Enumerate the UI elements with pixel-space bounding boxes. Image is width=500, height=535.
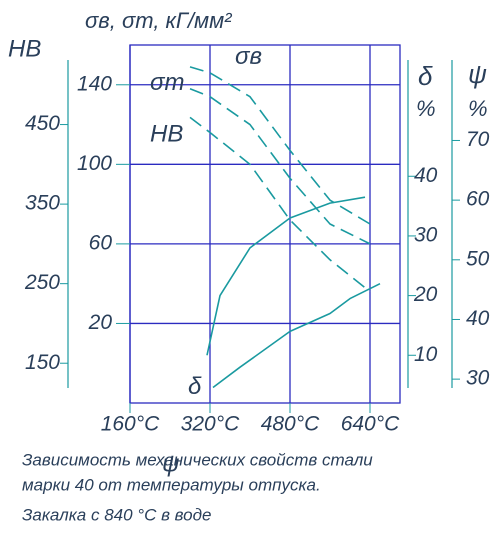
series-label: ψ	[162, 451, 179, 478]
series-label: НВ	[150, 121, 183, 148]
psi-tick-label: 30	[466, 367, 490, 390]
y-tick-label: 140	[77, 72, 112, 95]
delta-tick-label: 10	[414, 343, 438, 366]
series-line	[189, 116, 371, 293]
delta-axis-label: δ	[418, 61, 433, 91]
x-tick-label: 320°С	[181, 413, 240, 436]
psi-tick-label: 70	[466, 128, 490, 151]
caption-line: Закалка с 840 °С в воде	[22, 505, 211, 524]
y-tick-label: 20	[88, 311, 113, 334]
hb-tick-label: 450	[25, 112, 60, 135]
series-line	[206, 196, 366, 356]
hb-axis-label: НВ	[8, 35, 41, 62]
hb-tick-label: 250	[24, 271, 60, 294]
psi-axis-label: ψ	[468, 59, 487, 89]
x-tick-label: 640°С	[341, 413, 400, 436]
series-line	[189, 88, 371, 245]
delta-tick-label: 20	[413, 283, 438, 306]
delta-tick-label: 30	[414, 223, 438, 246]
psi-tick-label: 60	[466, 188, 490, 211]
chart-title: σв, σт, кГ/мм²	[85, 8, 232, 33]
series-label: σт	[150, 69, 184, 96]
psi-axis-unit: %	[468, 96, 488, 121]
x-tick-label: 480°С	[261, 413, 320, 436]
series-label: δ	[188, 373, 202, 400]
delta-tick-label: 40	[414, 164, 438, 187]
psi-tick-label: 40	[466, 307, 490, 330]
psi-tick-label: 50	[466, 247, 490, 270]
caption-line: Зависимость механических свойств стали	[22, 450, 373, 469]
y-tick-label: 100	[77, 152, 112, 175]
x-tick-label: 160°С	[101, 413, 160, 436]
series-label: σв	[235, 43, 262, 70]
hb-tick-label: 350	[25, 192, 60, 215]
series-line	[212, 282, 381, 389]
y-tick-label: 60	[89, 231, 113, 254]
delta-axis-unit: %	[416, 96, 436, 121]
caption-line: марки 40 от температуры отпуска.	[22, 475, 321, 494]
hb-tick-label: 150	[25, 351, 60, 374]
